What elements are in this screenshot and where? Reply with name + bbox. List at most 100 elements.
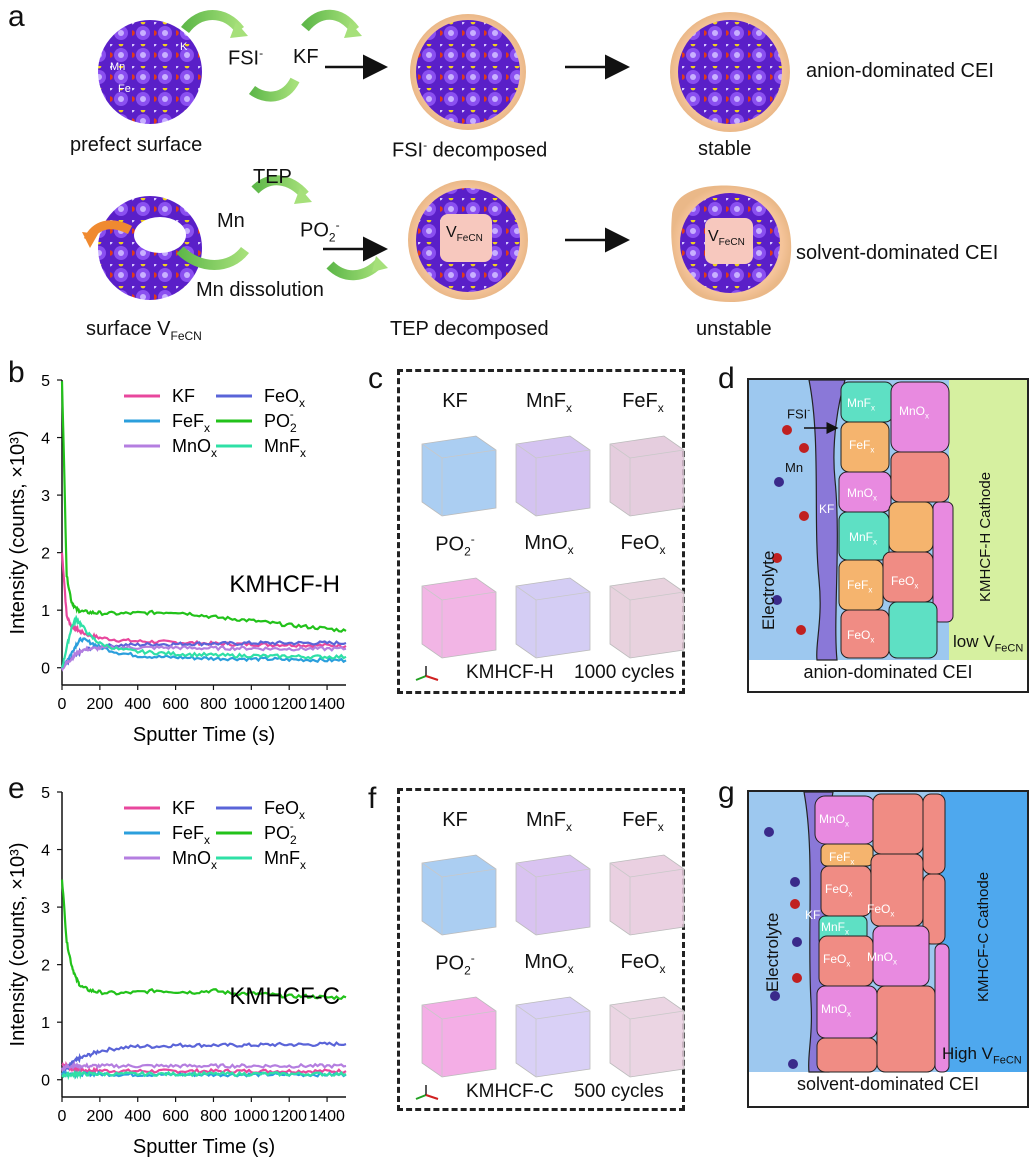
cei-tile-label: FeOx <box>867 902 895 919</box>
x-tick-label: 1400 <box>309 1108 345 1125</box>
surface-vacancy-label: surface VFeCN <box>86 318 202 343</box>
cei-tile-label: MnOx <box>847 486 878 503</box>
legend-label: KF <box>172 798 195 818</box>
legend-label: MnOx <box>172 436 217 460</box>
stable-crystal <box>678 20 782 124</box>
kf-layer-label-d: KF <box>819 502 835 516</box>
curved-arrow-1 <box>181 10 244 34</box>
tof-sims-cube <box>609 435 685 517</box>
cei-tile-label: MnFx <box>849 530 877 547</box>
cube-label: FeFx <box>622 390 664 415</box>
legend-label: FeOx <box>264 798 305 822</box>
atom-label-mn: Mn <box>110 61 125 73</box>
tep-vacancy-region <box>440 214 492 262</box>
series-line-mnfx <box>60 614 347 669</box>
series-line-mnfx <box>61 1069 347 1081</box>
sample-annotation: KMHCF-C <box>229 983 340 1010</box>
sample-label: KMHCF-C <box>466 1081 554 1102</box>
y-tick-label: 0 <box>41 661 50 678</box>
cube-label: KF <box>442 390 468 412</box>
x-tick-label: 800 <box>200 1108 227 1125</box>
mn-label: Mn <box>217 210 245 232</box>
mn-dissolution-label: Mn dissolution <box>196 279 324 301</box>
x-tick-label: 400 <box>124 1108 151 1125</box>
electrolyte-label-g: Electrolyte <box>763 912 782 992</box>
kf-product-label: KF <box>293 46 319 68</box>
cathode-label-d: KMHCF-H Cathode <box>977 471 994 602</box>
cei-tile-label: MnFx <box>821 920 849 937</box>
cube-label: FeOx <box>620 951 666 976</box>
series-line-feox <box>61 1041 347 1076</box>
anion-cei-label: anion-dominated CEI <box>806 60 994 82</box>
panel-label-c: c <box>368 362 383 395</box>
high-vfecn-label: High VFeCN <box>942 1044 1022 1067</box>
tof-sims-cube <box>515 854 591 936</box>
x-tick-label: 200 <box>87 696 114 713</box>
sample-label: KMHCF-H <box>466 662 554 683</box>
mn-label-d: Mn <box>785 460 804 475</box>
fsi-anion-label: FSI- <box>228 46 264 70</box>
legend-label: FeOx <box>264 386 305 410</box>
low-vfecn-label: low VFeCN <box>953 632 1024 655</box>
cei-tile-label: FeOx <box>891 574 919 591</box>
tof-sims-cube <box>609 854 685 936</box>
series-line-mnox <box>60 644 347 672</box>
x-tick-label: 400 <box>124 696 151 713</box>
cei-tile-label: FeOx <box>823 952 851 969</box>
panel-label-e: e <box>8 772 25 805</box>
perfect-surface-crystal <box>98 20 202 124</box>
cycles-label: 1000 cycles <box>574 662 675 683</box>
cei-tile-label: FeOx <box>825 882 853 899</box>
legend-label: KF <box>172 386 195 406</box>
tep-decomposed-label: TEP decomposed <box>390 318 549 340</box>
anion-cei-caption: anion-dominated CEI <box>803 662 973 682</box>
legend-label: MnOx <box>172 848 217 872</box>
tep-vacancy-label: VFeCN <box>446 224 483 245</box>
solvent-cei-caption: solvent-dominated CEI <box>796 1074 980 1094</box>
cei-tile-label: MnOx <box>821 1002 852 1019</box>
y-tick-label: 1 <box>41 603 50 620</box>
x-tick-label: 0 <box>58 1108 67 1125</box>
cube-label: KF <box>442 809 468 831</box>
curved-arrow-3 <box>301 9 359 34</box>
cube-label: MnOx <box>524 532 574 557</box>
legend-label: MnFx <box>264 848 306 872</box>
series-line-po2 <box>60 879 347 1001</box>
legend-label: PO2- <box>264 819 297 847</box>
tof-sims-cube <box>609 996 685 1078</box>
x-tick-label: 0 <box>58 696 67 713</box>
y-tick-label: 1 <box>41 1015 50 1032</box>
atom-label-fe: Fe <box>118 83 131 95</box>
tof-sims-cube <box>515 435 591 517</box>
cei-tile-label: FeFx <box>829 850 855 867</box>
y-tick-label: 2 <box>41 958 50 975</box>
cei-tile-label: FeOx <box>847 628 875 645</box>
tof-sims-cube <box>421 435 497 517</box>
sample-annotation: KMHCF-H <box>229 571 340 598</box>
po2-label: PO2- <box>300 218 340 245</box>
legend-label: PO2- <box>264 407 297 435</box>
x-tick-label: 1000 <box>234 1108 270 1125</box>
x-axis-label: Sputter Time (s) <box>133 724 275 746</box>
x-axis-label: Sputter Time (s) <box>133 1136 275 1158</box>
y-tick-label: 5 <box>41 373 50 390</box>
y-tick-label: 5 <box>41 785 50 802</box>
series-line-po2 <box>60 381 347 633</box>
y-tick-label: 2 <box>41 546 50 563</box>
cei-tile-label: MnFx <box>847 396 875 413</box>
chart-kmhcf-h: 0 1 2 3 4 5 0 200 400 600 800 1000 1200 1400 Sputter T… <box>7 373 347 746</box>
cei-tile-label: FeFx <box>849 438 875 455</box>
tep-label: TEP <box>253 166 292 188</box>
tof-sims-cube <box>421 854 497 936</box>
unstable-label: unstable <box>696 318 772 340</box>
cei-tile-label: FeFx <box>847 578 873 595</box>
axis-triad-icon <box>415 666 439 681</box>
stable-label: stable <box>698 138 752 160</box>
tof-sims-cube <box>421 996 497 1078</box>
x-tick-label: 1400 <box>309 696 345 713</box>
tof-sims-box-h: KF MnFx FeFx PO2- MnOx FeOx KMHCF-H 1000 cycles <box>397 369 685 694</box>
fsi-decomposed-crystal <box>416 20 520 124</box>
cathode-label-g: KMHCF-C Cathode <box>975 871 992 1002</box>
cei-schematic-solvent: Electrolyte KF KMHCF-C Cathode High VFeC… <box>747 790 1029 1108</box>
atom-label-k: K <box>180 41 188 53</box>
